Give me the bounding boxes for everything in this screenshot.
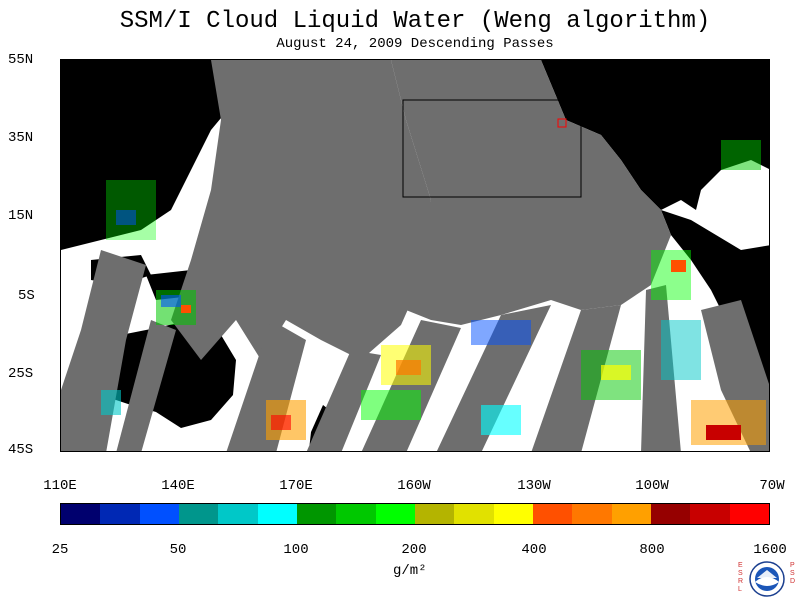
colorbar-segment: [218, 504, 258, 524]
colorbar-segment: [61, 504, 101, 524]
lat-label-5s: 5S: [18, 288, 35, 304]
colorbar-segment: [454, 504, 494, 524]
colorbar: [60, 503, 770, 525]
central-america-landmass: [661, 210, 769, 451]
colorbar-label-100: 100: [283, 542, 309, 558]
colorbar-segment: [139, 504, 179, 524]
lon-label-70w: 70W: [759, 478, 785, 494]
lon-label-140e: 140E: [161, 478, 195, 494]
lon-label-130w: 130W: [517, 478, 551, 494]
no-data-swaths: [61, 60, 769, 451]
colorbar-label-1600: 1600: [753, 542, 787, 558]
map-svg: [61, 60, 769, 451]
colorbar-segment: [650, 504, 691, 524]
colorbar-segment: [336, 504, 376, 524]
colorbar-segment: [532, 504, 573, 524]
cloud-water-field: [101, 140, 766, 445]
lon-label-110e: 110E: [43, 478, 77, 494]
colorbar-segment: [296, 504, 337, 524]
lon-label-160w: 160W: [397, 478, 431, 494]
lat-label-25s: 25S: [8, 366, 34, 382]
colorbar-label-25: 25: [51, 542, 69, 558]
colorbar-unit: g/m²: [393, 563, 427, 579]
chart-subtitle: August 24, 2009 Descending Passes: [276, 36, 554, 52]
colorbar-segment: [690, 504, 730, 524]
colorbar-segment: [572, 504, 612, 524]
colorbar-segment: [414, 504, 455, 524]
focus-region-box: [402, 99, 582, 198]
north-america-landmass: [541, 60, 769, 210]
colorbar-label-800: 800: [639, 542, 665, 558]
site-marker: [557, 118, 567, 128]
colorbar-label-200: 200: [401, 542, 427, 558]
colorbar-segment: [100, 504, 140, 524]
colorbar-segment: [178, 504, 219, 524]
colorbar-segment: [257, 504, 297, 524]
colorbar-segment: [611, 504, 651, 524]
colorbar-label-400: 400: [521, 542, 547, 558]
japan-landmass: [161, 85, 196, 150]
lon-label-100w: 100W: [635, 478, 669, 494]
lon-label-170e: 170E: [279, 478, 313, 494]
map-panel: [60, 59, 770, 452]
colorbar-label-50: 50: [169, 542, 187, 558]
lat-label-35n: 35N: [8, 130, 34, 146]
chart-title: SSM/I Cloud Liquid Water (Weng algorithm…: [119, 8, 711, 35]
lat-label-45s: 45S: [8, 442, 34, 458]
noaa-logo-icon: [749, 561, 785, 597]
lat-label-55n: 55N: [8, 52, 34, 68]
colorbar-segment: [493, 504, 533, 524]
lat-label-15n: 15N: [8, 208, 34, 224]
colorbar-segment: [729, 504, 769, 524]
colorbar-segment: [375, 504, 415, 524]
